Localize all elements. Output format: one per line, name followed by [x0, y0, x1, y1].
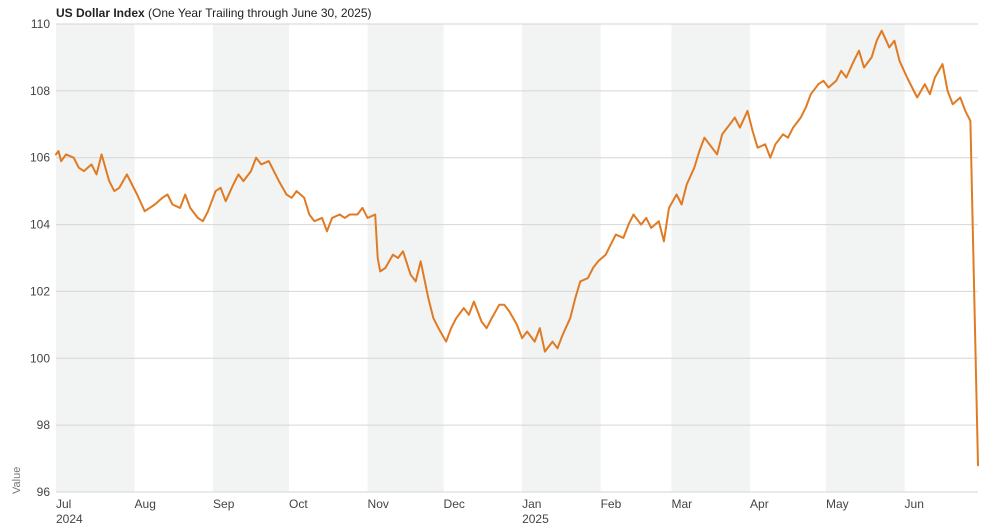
chart-title: US Dollar Index: [56, 6, 145, 20]
x-tick-label: Sep: [213, 497, 235, 511]
series-line-0: [55, 29, 979, 467]
y-tick-label: 110: [31, 17, 50, 31]
x-tick-label: Jan: [522, 497, 541, 511]
chart-title-row: US Dollar Index (One Year Trailing throu…: [56, 6, 372, 20]
x-tick-label: Jul: [56, 497, 71, 511]
month-band-2024-07: [56, 24, 135, 492]
x-tick-label: Oct: [289, 497, 308, 511]
x-tick-label: Nov: [368, 497, 389, 511]
grid-lines: [56, 23, 978, 493]
x-tick-label: Apr: [750, 497, 769, 511]
y-tick-label: 108: [30, 84, 50, 98]
month-band-2025-03: [671, 24, 751, 492]
x-tick-label: Jun: [905, 497, 924, 511]
series-group: [55, 29, 979, 467]
y-tick-label: 106: [30, 151, 50, 165]
month-band-2025-01: [522, 24, 601, 492]
y-tick-label: 102: [30, 284, 50, 298]
y-axis-label: Value: [11, 467, 23, 494]
x-tick-label: Mar: [672, 497, 693, 511]
y-tick-labels: 96 98 100 102 104 106 108 110: [30, 17, 50, 499]
y-tick-label: 98: [37, 418, 51, 432]
x-tick-label: Dec: [444, 497, 465, 511]
month-bands: [56, 24, 905, 492]
chart-subtitle: (One Year Trailing through June 30, 2025…: [148, 6, 372, 20]
x-year-label: 2025: [522, 512, 549, 526]
x-tick-label: Feb: [601, 497, 622, 511]
y-tick-label: 104: [30, 218, 50, 232]
x-tick-label: Aug: [135, 497, 156, 511]
y-tick-label: 96: [37, 485, 51, 499]
x-tick-label: May: [826, 497, 849, 511]
month-band-2024-09: [213, 24, 290, 492]
month-band-2025-05: [826, 24, 905, 492]
y-tick-label: 100: [30, 351, 50, 365]
x-year-label: 2024: [56, 512, 83, 526]
